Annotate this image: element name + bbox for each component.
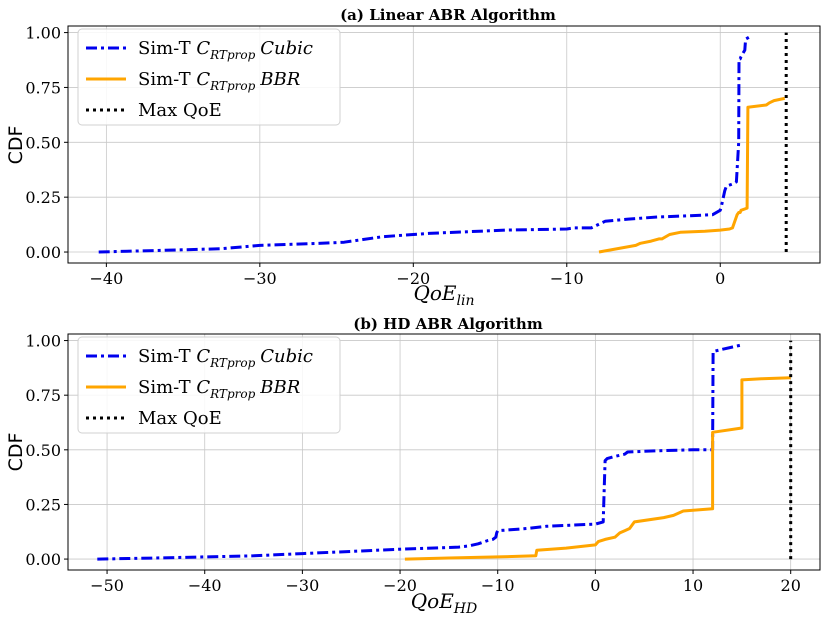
y-tick-label: 1.00: [25, 332, 61, 351]
panel-b-series: [97, 340, 793, 561]
legend-label: Max QoE: [138, 100, 222, 121]
x-tick-label: −20: [396, 269, 430, 288]
panel-b-x-label: QoEHD: [411, 589, 477, 617]
x-tick-label: −40: [188, 576, 222, 595]
panel-b-y-label: CDF: [5, 433, 27, 472]
x-tick-label: −40: [89, 269, 123, 288]
x-tick-label: 0: [590, 576, 600, 595]
panel-a-x-label: QoElin: [413, 281, 474, 309]
panel-b: (b) HD ABR Algorithm −50 −40 −30 −20 −10 0 10 2…: [5, 315, 821, 617]
panel-a-title: (a) Linear ABR Algorithm: [340, 6, 556, 24]
panel-b-title: (b) HD ABR Algorithm: [353, 315, 543, 333]
y-tick-label: 0.25: [25, 495, 61, 514]
y-tick-label: 0.75: [25, 78, 61, 97]
x-tick-label: −20: [383, 576, 417, 595]
y-tick-label: 0.75: [25, 386, 61, 405]
x-tick-label: −50: [90, 576, 124, 595]
panel-a-legend: Sim-T CRTprop Cubic Sim-T CRTprop BBR Max Qo…: [77, 28, 341, 126]
y-tick-label: 1.00: [25, 24, 61, 43]
x-tick-label: 20: [781, 576, 801, 595]
y-tick-label: 0.25: [25, 188, 61, 207]
x-tick-label: −30: [286, 576, 320, 595]
panel-a-y-ticks: 0.00 0.25 0.50 0.75 1.00: [25, 24, 68, 262]
series-cubic-line: [97, 343, 743, 561]
y-tick-label: 0.50: [25, 441, 61, 460]
panel-a-y-label: CDF: [5, 126, 27, 165]
panel-a-x-ticks: −40 −30 −20 −10 0: [89, 263, 725, 288]
series-bbr-line: [598, 96, 786, 254]
legend-box: [77, 336, 341, 434]
legend-label: Sim-T CRTprop Cubic: [138, 346, 313, 370]
legend-box: [77, 28, 341, 126]
panel-b-legend: Sim-T CRTprop Cubic Sim-T CRTprop BBR Max Qo…: [77, 336, 341, 434]
panel-a-axes-frame: [67, 25, 821, 264]
panel-a-series: [98, 32, 788, 254]
x-tick-label: −10: [550, 269, 584, 288]
x-tick-label: −30: [243, 269, 277, 288]
panel-b-x-ticks: −50 −40 −30 −20 −10 0 10 20: [90, 570, 801, 595]
series-bbr-line: [404, 376, 791, 561]
legend-label: Sim-T CRTprop BBR: [138, 69, 300, 93]
series-cubic-line: [98, 35, 751, 254]
panel-a: (a) Linear ABR Algorithm −40 −30 −20 −10 0 0…: [5, 6, 821, 309]
panel-b-axes-frame: [67, 333, 821, 571]
x-tick-label: 10: [683, 576, 703, 595]
panel-b-y-ticks: 0.00 0.25 0.50 0.75 1.00: [25, 332, 68, 569]
legend-label: Sim-T CRTprop BBR: [138, 377, 300, 401]
y-tick-label: 0.50: [25, 133, 61, 152]
panel-a-grid: [68, 26, 820, 263]
legend-label: Sim-T CRTprop Cubic: [138, 38, 313, 62]
y-tick-label: 0.00: [25, 550, 61, 569]
x-tick-label: −10: [481, 576, 515, 595]
x-tick-label: 0: [715, 269, 725, 288]
legend-label: Max QoE: [138, 408, 222, 429]
y-tick-label: 0.00: [25, 243, 61, 262]
